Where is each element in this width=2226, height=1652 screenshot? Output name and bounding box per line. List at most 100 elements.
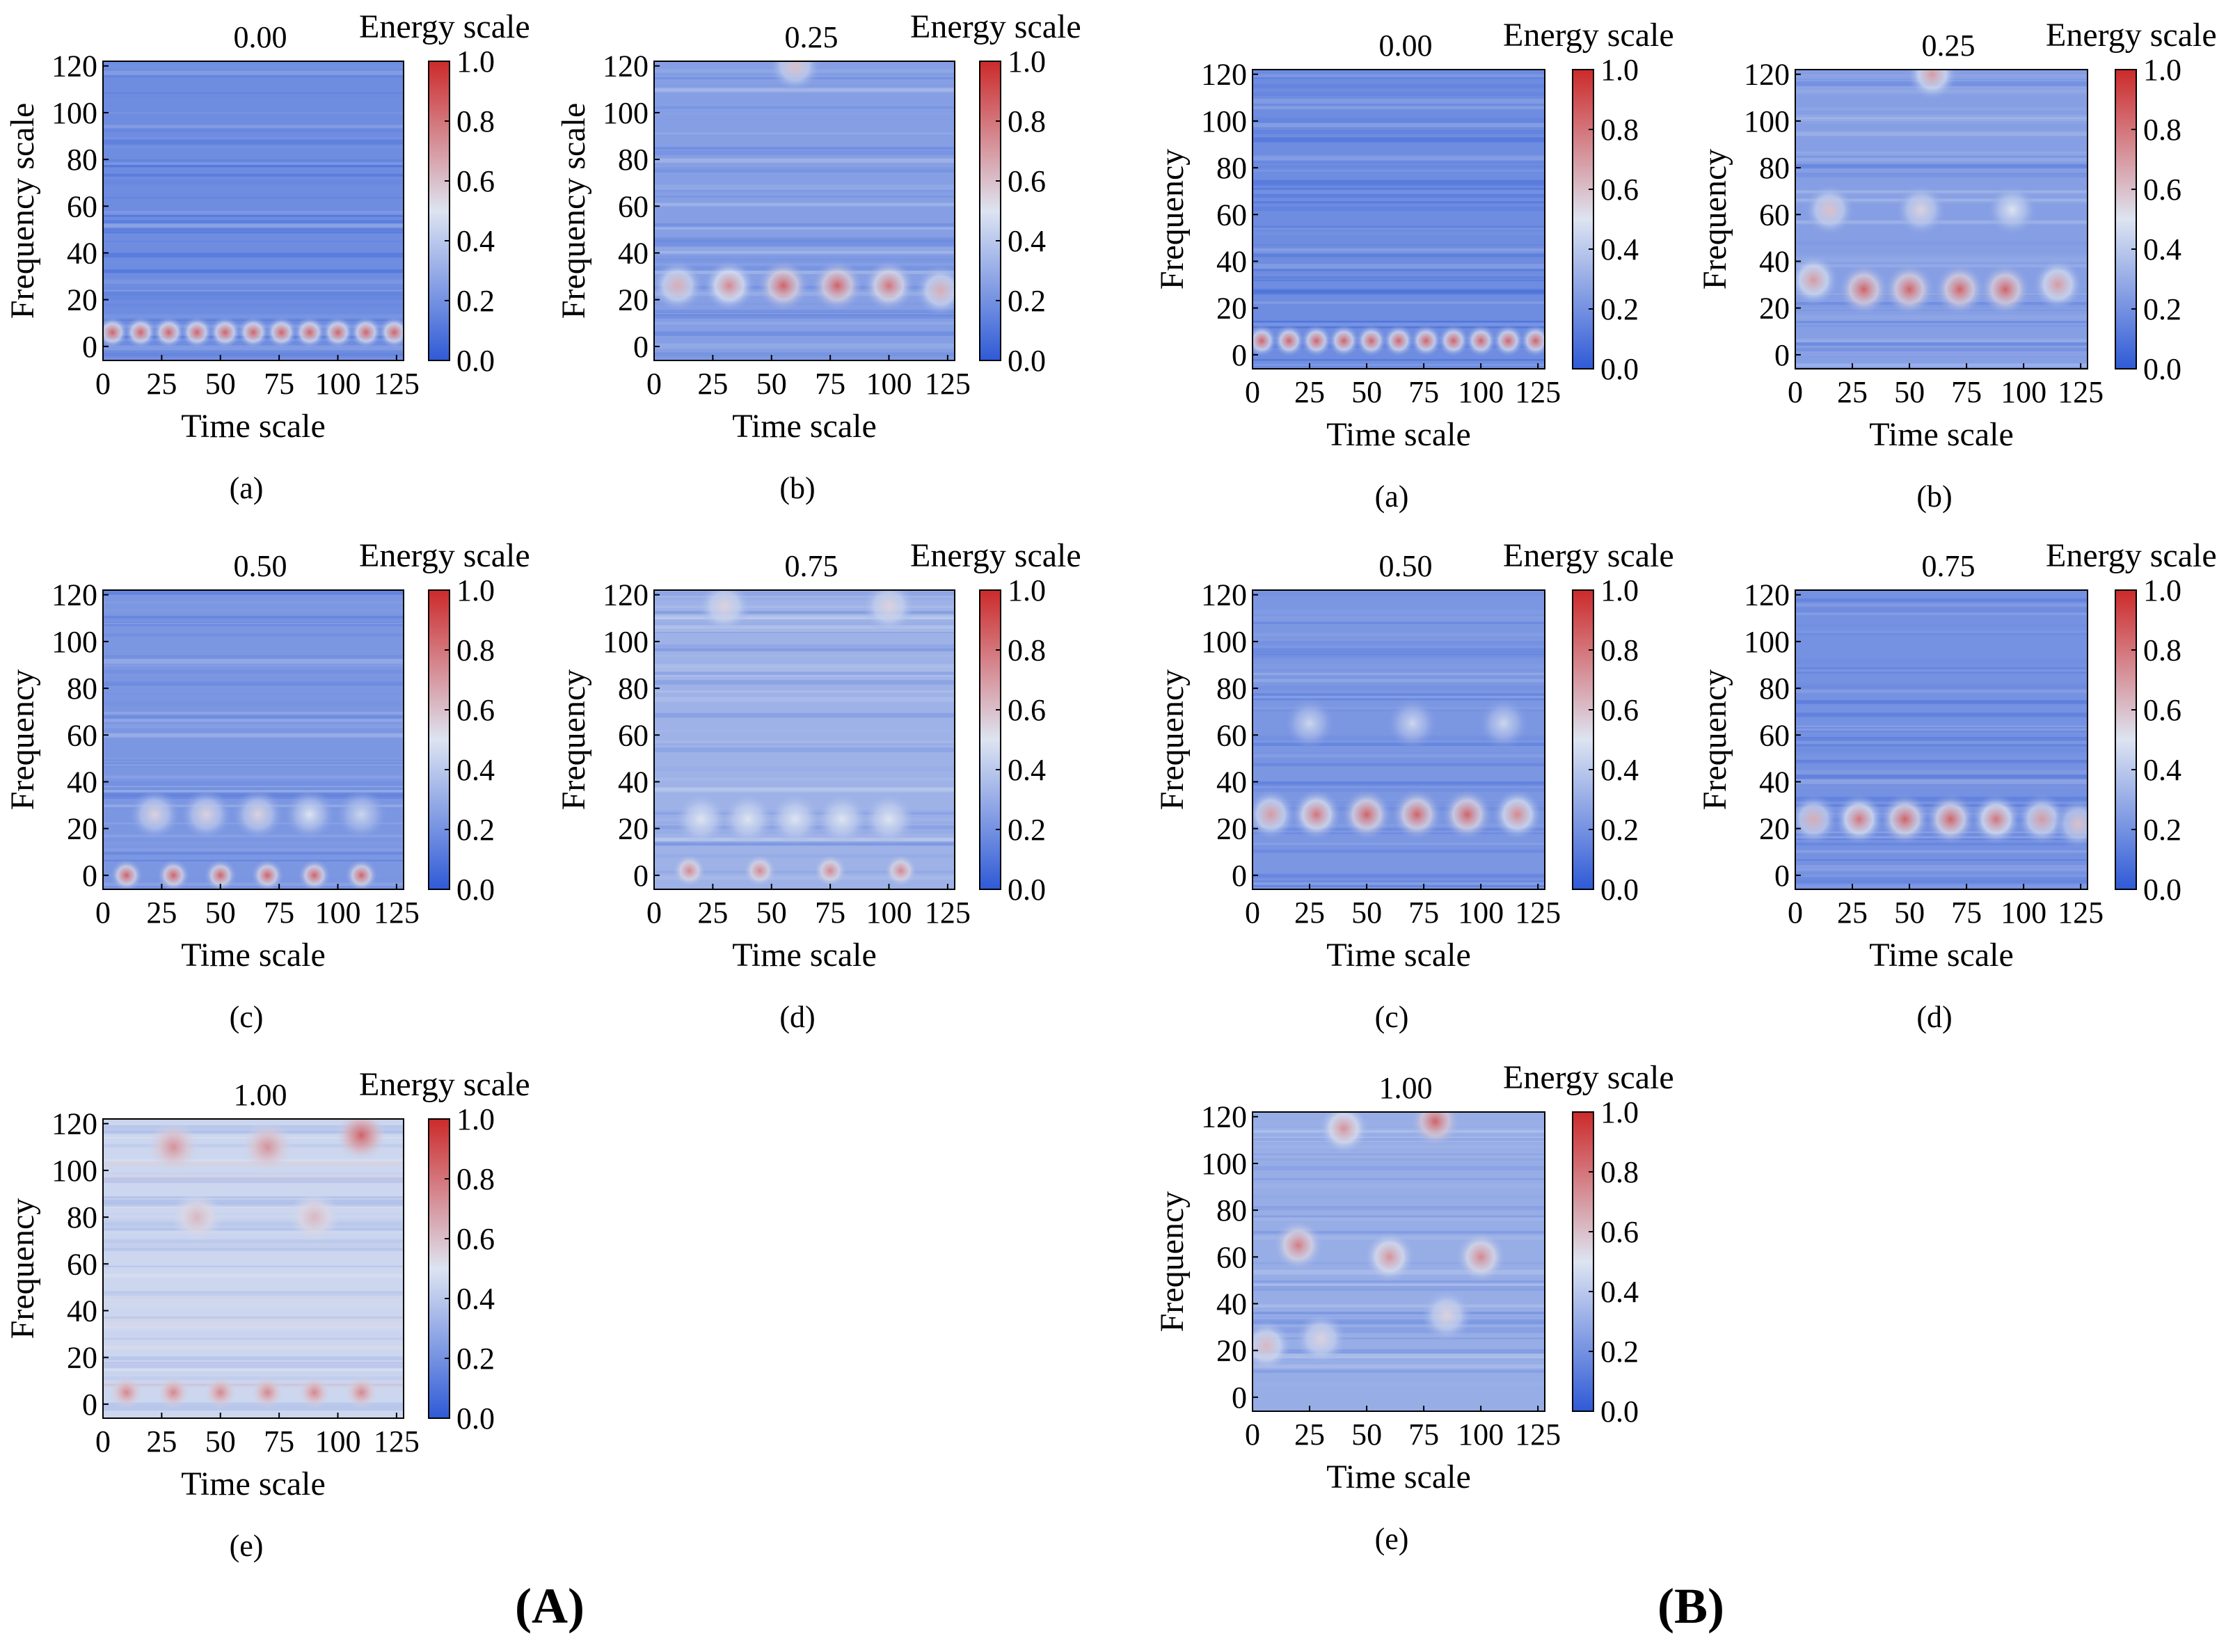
colorbar-title: Energy scale xyxy=(1503,537,1674,574)
panel-sublabel: (e) xyxy=(1375,1522,1409,1556)
texture-band xyxy=(1253,99,1545,104)
texture-band xyxy=(103,296,404,300)
texture-band xyxy=(103,228,404,232)
energy-blob xyxy=(769,793,821,845)
texture-band xyxy=(1253,264,1545,269)
texture-band xyxy=(103,1303,404,1309)
texture-band xyxy=(103,64,404,69)
x-axis-label: Time scale xyxy=(1326,416,1471,453)
texture-band xyxy=(103,617,404,621)
texture-band xyxy=(1795,672,2088,674)
y-tick-label: 0 xyxy=(82,1388,97,1422)
y-tick-label: 20 xyxy=(618,812,649,846)
heatmap-field xyxy=(1253,1112,1545,1411)
texture-band xyxy=(103,692,404,697)
colorbar-tick-label: 0.4 xyxy=(2143,753,2181,787)
texture-band xyxy=(654,655,955,658)
texture-band xyxy=(1253,206,1545,212)
texture-band xyxy=(1253,633,1545,637)
texture-band xyxy=(1795,255,2088,258)
y-tick-label: 40 xyxy=(618,236,649,270)
energy-blob xyxy=(251,859,284,889)
energy-blob xyxy=(1884,263,1935,315)
x-tick-label: 100 xyxy=(315,896,361,930)
colorbar-tick-label: 0.2 xyxy=(1008,813,1046,847)
texture-band xyxy=(103,287,404,291)
x-tick-label: 25 xyxy=(146,367,177,401)
energy-blob xyxy=(1987,184,2037,236)
texture-band xyxy=(1795,157,2088,161)
colorbar-tick-label: 0.8 xyxy=(456,1162,495,1196)
y-tick-label: 80 xyxy=(618,672,649,706)
colorbar-title: Energy scale xyxy=(2046,537,2217,574)
texture-band xyxy=(103,1196,404,1199)
energy-blob xyxy=(288,1191,340,1244)
colorbar-title: Energy scale xyxy=(910,8,1081,45)
x-axis-label: Time scale xyxy=(181,408,326,445)
texture-band xyxy=(103,1265,404,1267)
texture-band xyxy=(1253,616,1545,621)
energy-blob xyxy=(1341,788,1392,841)
texture-band xyxy=(1253,1282,1545,1285)
texture-band xyxy=(1253,158,1545,161)
x-tick-label: 125 xyxy=(1515,1417,1561,1452)
y-tick-label: 100 xyxy=(1744,625,1790,659)
texture-band xyxy=(1795,843,2088,845)
texture-band xyxy=(1795,770,2088,775)
colorbar xyxy=(1572,69,1594,370)
texture-band xyxy=(1795,786,2088,790)
texture-band xyxy=(1795,164,2088,166)
x-tick-label: 50 xyxy=(1351,896,1382,930)
texture-band xyxy=(1253,685,1545,690)
panel-title: 0.75 xyxy=(1922,549,1975,583)
texture-band xyxy=(1795,756,2088,761)
texture-band xyxy=(654,138,955,143)
heatmap-field xyxy=(1253,590,1545,889)
texture-band xyxy=(1795,173,2088,177)
y-tick-label: 40 xyxy=(67,1294,97,1328)
colorbar-tick-label: 0.4 xyxy=(456,753,495,787)
colorbar-tick-label: 0.8 xyxy=(2143,633,2181,667)
y-tick-label: 80 xyxy=(1216,1193,1247,1228)
colorbar-tick-label: 0.8 xyxy=(1008,633,1046,667)
texture-band xyxy=(1253,193,1545,198)
texture-band xyxy=(103,159,404,161)
texture-band xyxy=(1253,84,1545,89)
texture-band xyxy=(1253,610,1545,614)
x-tick-label: 125 xyxy=(374,896,420,930)
texture-band xyxy=(654,321,955,325)
texture-band xyxy=(103,279,404,285)
colorbar-tick-label: 0.4 xyxy=(456,224,495,258)
energy-blob xyxy=(180,788,232,841)
texture-band xyxy=(1253,698,1545,701)
energy-blob xyxy=(377,316,404,349)
x-tick-label: 100 xyxy=(1458,375,1504,409)
energy-blob xyxy=(1387,697,1438,749)
y-tick-label: 120 xyxy=(51,49,97,84)
x-tick-label: 125 xyxy=(374,1424,420,1459)
texture-band xyxy=(654,106,955,110)
plot-frame xyxy=(1252,589,1545,890)
y-tick-label: 60 xyxy=(1759,718,1790,752)
energy-blob xyxy=(1273,324,1305,358)
colorbar-tick-label: 1.0 xyxy=(1600,53,1639,87)
y-axis-label: Frequency xyxy=(1154,669,1191,811)
texture-band xyxy=(654,352,955,357)
x-tick-label: 25 xyxy=(1837,896,1868,930)
texture-band xyxy=(1253,269,1545,271)
texture-band xyxy=(103,211,404,215)
texture-band xyxy=(103,609,404,613)
texture-band xyxy=(1795,726,2088,729)
heatmap-field xyxy=(103,1119,404,1418)
y-tick-label: 120 xyxy=(603,578,649,612)
energy-blob xyxy=(673,854,706,887)
texture-band xyxy=(654,591,955,596)
texture-band xyxy=(654,355,955,360)
texture-band xyxy=(1253,1206,1545,1211)
texture-band xyxy=(103,1364,404,1369)
heatmap-field xyxy=(654,590,955,889)
y-axis-label: Frequency xyxy=(4,669,41,811)
texture-band xyxy=(654,675,955,680)
texture-band xyxy=(103,885,404,889)
colorbar-tick-label: 0.4 xyxy=(1008,753,1046,787)
